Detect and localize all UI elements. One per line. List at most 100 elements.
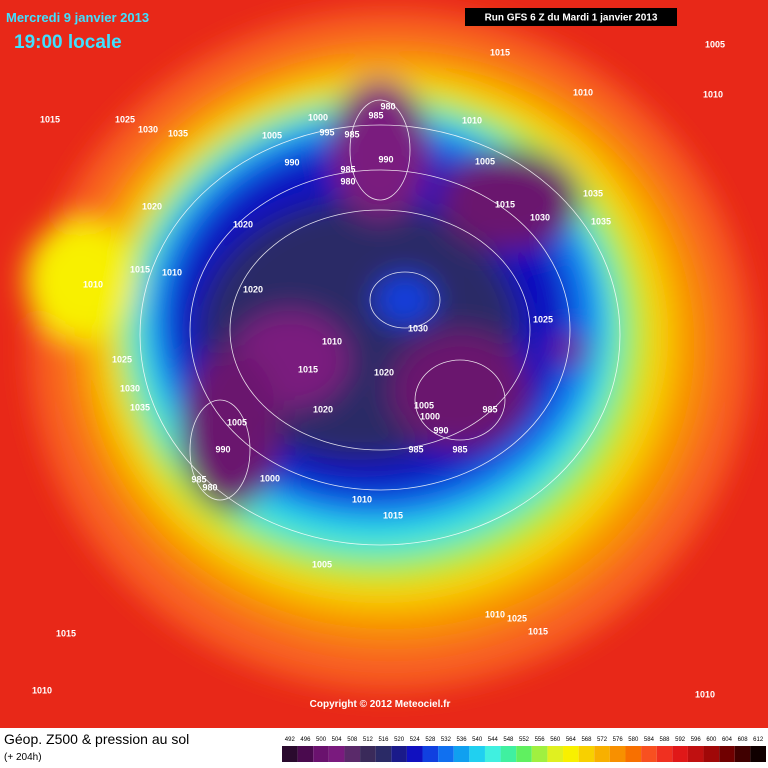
scale-label: 504 bbox=[332, 737, 343, 743]
isobar-label: 1010 bbox=[32, 685, 52, 695]
footer-subtitle: (+ 204h) bbox=[4, 752, 42, 763]
scale-label: 560 bbox=[550, 737, 561, 743]
isobar-label: 985 bbox=[368, 110, 383, 120]
scale-label: 604 bbox=[722, 737, 733, 743]
scale-swatch bbox=[703, 746, 720, 762]
isobar-label: 1020 bbox=[313, 404, 333, 414]
scale-swatch bbox=[500, 746, 517, 762]
isobar-label: 1015 bbox=[40, 114, 60, 124]
copyright: Copyright © 2012 Meteociel.fr bbox=[310, 699, 451, 710]
isobar-label: 1005 bbox=[705, 39, 725, 49]
scale-swatch bbox=[547, 746, 564, 762]
scale-label: 592 bbox=[675, 737, 686, 743]
time-label: 19:00 locale bbox=[14, 32, 122, 53]
isobar-label: 1010 bbox=[573, 87, 593, 97]
scale-swatch bbox=[453, 746, 470, 762]
scale-label: 524 bbox=[410, 737, 421, 743]
scale-label: 584 bbox=[644, 737, 655, 743]
isobar-label: 1020 bbox=[374, 367, 394, 377]
scale-label: 556 bbox=[535, 737, 546, 743]
isobar-label: 1010 bbox=[695, 689, 715, 699]
scale-swatch bbox=[297, 746, 314, 762]
isobar-label: 1015 bbox=[490, 47, 510, 57]
isobar-label: 990 bbox=[215, 444, 230, 454]
scale-swatch bbox=[516, 746, 532, 762]
scale-label: 532 bbox=[441, 737, 452, 743]
scale-label: 528 bbox=[425, 737, 436, 743]
isobar-label: 985 bbox=[482, 404, 497, 414]
scale-swatch bbox=[594, 746, 610, 762]
isobar-label: 980 bbox=[340, 176, 355, 186]
scale-swatch bbox=[422, 746, 439, 762]
scale-label: 508 bbox=[347, 737, 358, 743]
scale-swatch bbox=[734, 746, 751, 762]
isobar-label: 990 bbox=[378, 154, 393, 164]
scale-swatch bbox=[578, 746, 595, 762]
scale-label: 596 bbox=[691, 737, 702, 743]
isobar-label: 1010 bbox=[83, 279, 103, 289]
isobar-label: 1015 bbox=[56, 628, 76, 638]
scale-swatch bbox=[484, 746, 501, 762]
isobar-label: 985 bbox=[344, 129, 359, 139]
run-label: Run GFS 6 Z du Mardi 1 janvier 2013 bbox=[485, 13, 658, 24]
isobar-label: 990 bbox=[284, 157, 299, 167]
scale-swatch bbox=[641, 746, 657, 762]
date-label: Mercredi 9 janvier 2013 bbox=[6, 10, 149, 25]
scale-label: 496 bbox=[300, 737, 311, 743]
scale-label: 600 bbox=[706, 737, 717, 743]
isobar-label: 1005 bbox=[475, 156, 495, 166]
scale-label: 564 bbox=[566, 737, 577, 743]
isobar-label: 1020 bbox=[142, 201, 162, 211]
scale-label: 500 bbox=[316, 737, 327, 743]
scale-label: 520 bbox=[394, 737, 405, 743]
isobar-label: 985 bbox=[408, 444, 423, 454]
scale-label: 544 bbox=[488, 737, 499, 743]
isobar-label: 1035 bbox=[168, 128, 188, 138]
scale-swatch bbox=[672, 746, 688, 762]
isobar-label: 1010 bbox=[162, 267, 182, 277]
isobar-label: 1025 bbox=[533, 314, 553, 324]
isobar-label: 1025 bbox=[115, 114, 135, 124]
isobar-label: 1005 bbox=[262, 130, 282, 140]
run-box bbox=[465, 8, 677, 26]
scale-label: 588 bbox=[660, 737, 671, 743]
scale-swatch bbox=[282, 746, 298, 762]
scale-swatch bbox=[328, 746, 345, 762]
scale-label: 580 bbox=[628, 737, 639, 743]
isobar-label: 985 bbox=[191, 474, 206, 484]
isobar-label: 1010 bbox=[462, 115, 482, 125]
isobar-label: 1035 bbox=[583, 188, 603, 198]
isobar-label: 980 bbox=[380, 101, 395, 111]
scale-swatch bbox=[750, 746, 766, 762]
scale-swatch bbox=[719, 746, 735, 762]
scale-label: 552 bbox=[519, 737, 530, 743]
scale-swatch bbox=[625, 746, 642, 762]
isobar-label: 1005 bbox=[227, 417, 247, 427]
scale-swatch bbox=[687, 746, 704, 762]
isobar-label: 980 bbox=[202, 482, 217, 492]
isobar-label: 1000 bbox=[308, 112, 328, 122]
isobar-label: 1000 bbox=[260, 473, 280, 483]
scale-swatch bbox=[360, 746, 376, 762]
isobar-label: 1035 bbox=[591, 216, 611, 226]
scale-label: 548 bbox=[503, 737, 514, 743]
scale-swatch bbox=[531, 746, 548, 762]
scale-label: 540 bbox=[472, 737, 483, 743]
scale-swatch bbox=[438, 746, 454, 762]
isobar-label: 1010 bbox=[352, 494, 372, 504]
isobar-label: 1010 bbox=[703, 89, 723, 99]
isobar-label: 1030 bbox=[530, 212, 550, 222]
scale-swatch bbox=[344, 746, 361, 762]
isobar-label: 985 bbox=[452, 444, 467, 454]
isobar-label: 985 bbox=[340, 164, 355, 174]
scale-label: 492 bbox=[285, 737, 296, 743]
isobar-label: 1020 bbox=[233, 219, 253, 229]
footer-title: Géop. Z500 & pression au sol bbox=[4, 731, 189, 747]
isobar-label: 1025 bbox=[507, 613, 527, 623]
scale-swatch bbox=[609, 746, 626, 762]
isobar-label: 1010 bbox=[485, 609, 505, 619]
isobar-label: 1030 bbox=[408, 323, 428, 333]
isobar-label: 1015 bbox=[528, 626, 548, 636]
isobar-label: 1020 bbox=[243, 284, 263, 294]
